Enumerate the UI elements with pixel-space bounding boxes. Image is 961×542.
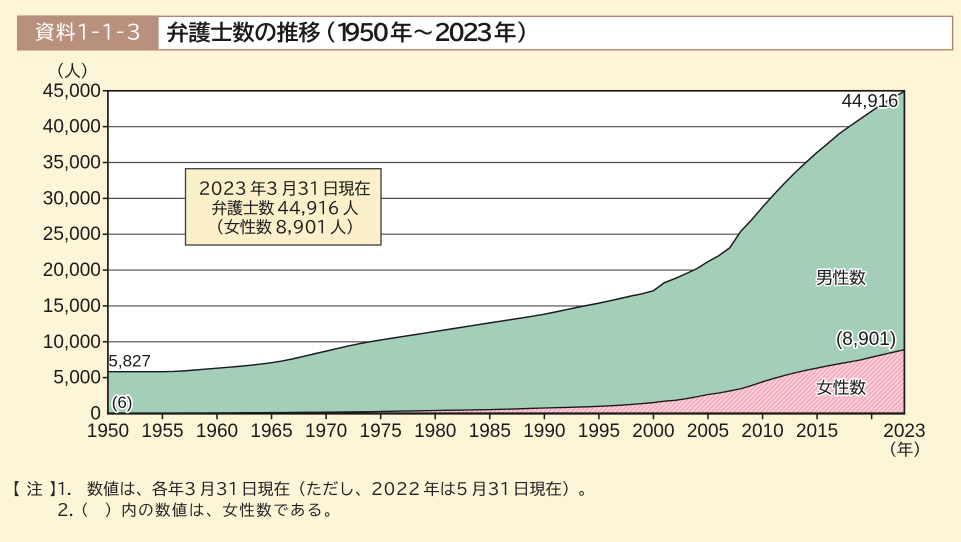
svg-text:2000: 2000 [632, 421, 674, 442]
svg-text:15,000: 15,000 [43, 296, 101, 317]
svg-text:1970: 1970 [305, 421, 347, 442]
svg-text:1975: 1975 [360, 421, 402, 442]
svg-text:30,000: 30,000 [43, 188, 101, 209]
svg-text:5,827: 5,827 [108, 351, 151, 370]
svg-text:1980: 1980 [414, 421, 456, 442]
svg-text:2010: 2010 [741, 421, 783, 442]
svg-text:1960: 1960 [196, 421, 238, 442]
svg-text:2023: 2023 [883, 421, 925, 442]
svg-text:5,000: 5,000 [53, 368, 101, 389]
svg-text:1965: 1965 [250, 421, 292, 442]
svg-text:1985: 1985 [469, 421, 511, 442]
svg-text:1995: 1995 [578, 421, 620, 442]
svg-text:2015: 2015 [796, 421, 838, 442]
svg-text:0: 0 [90, 404, 101, 425]
svg-text:2005: 2005 [687, 421, 729, 442]
svg-text:1950: 1950 [87, 421, 129, 442]
svg-text:44,916: 44,916 [842, 90, 899, 111]
svg-text:1955: 1955 [141, 421, 183, 442]
svg-text:25,000: 25,000 [43, 224, 101, 245]
svg-text:40,000: 40,000 [43, 117, 101, 138]
svg-text:10,000: 10,000 [43, 332, 101, 353]
svg-text:(8,901): (8,901) [836, 329, 896, 350]
svg-text:45,000: 45,000 [43, 81, 101, 102]
svg-text:35,000: 35,000 [43, 153, 101, 174]
svg-text:1990: 1990 [523, 421, 565, 442]
svg-text:20,000: 20,000 [43, 260, 101, 281]
svg-text:(6): (6) [112, 393, 133, 412]
